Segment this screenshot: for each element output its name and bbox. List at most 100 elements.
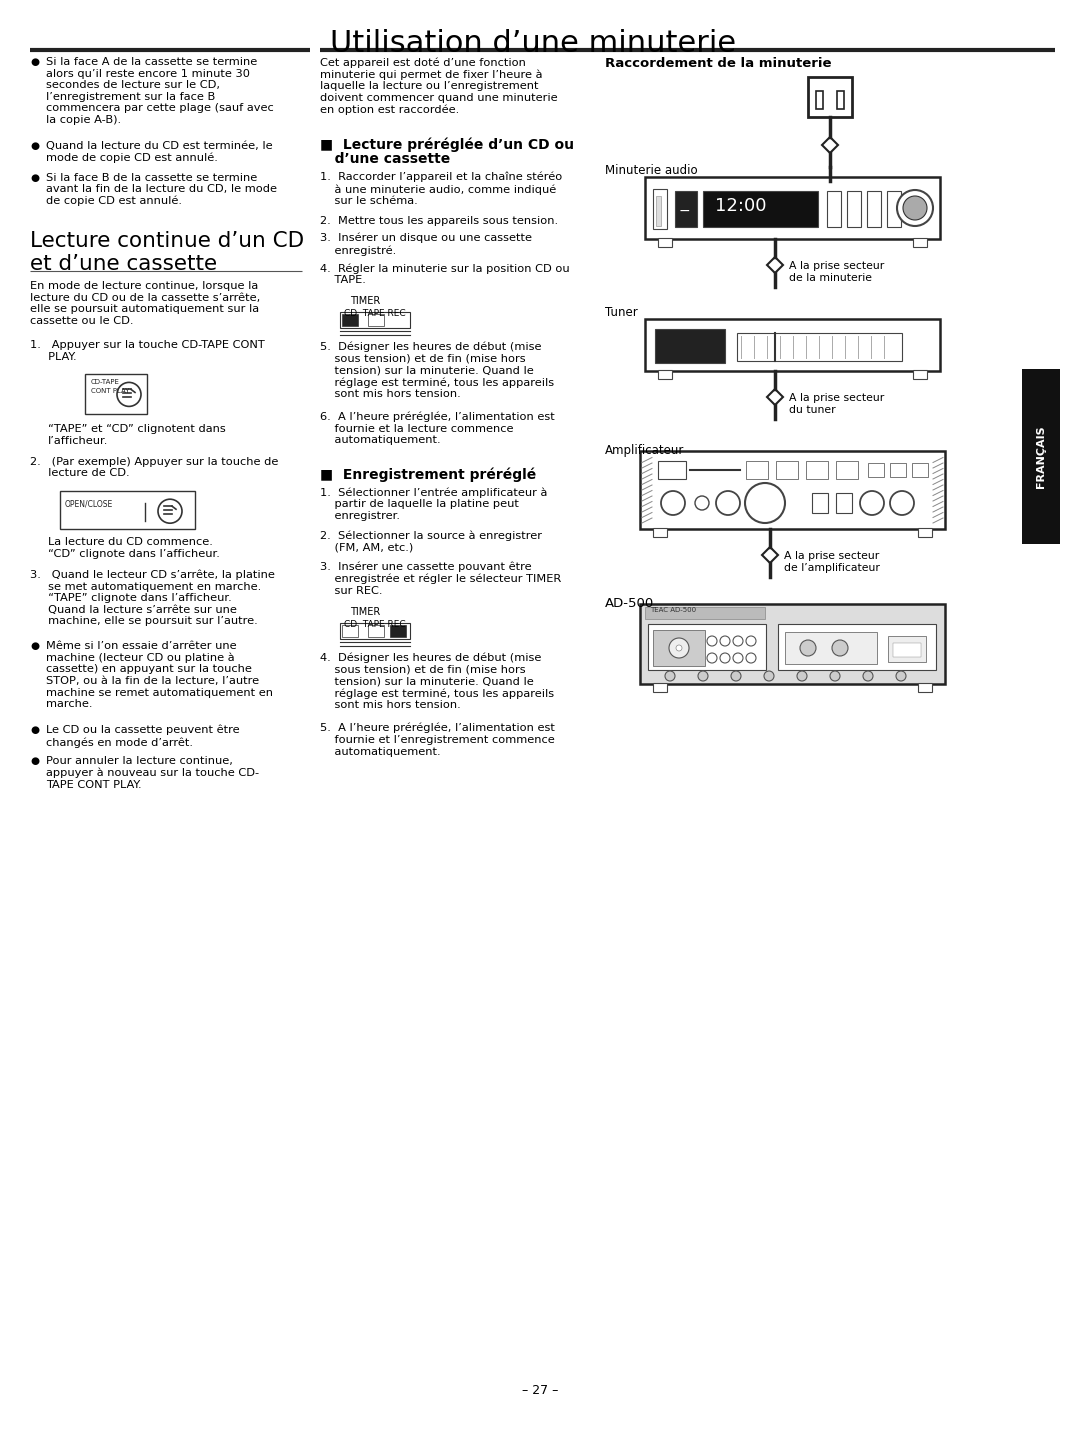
Text: TIMER: TIMER bbox=[350, 607, 380, 617]
Text: “TAPE” et “CD” clignotent dans
l’afficheur.: “TAPE” et “CD” clignotent dans l’affiche… bbox=[48, 425, 226, 446]
Text: Quand la lecture du CD est terminée, le
mode de copie CD est annulé.: Quand la lecture du CD est terminée, le … bbox=[46, 141, 272, 164]
Circle shape bbox=[707, 636, 717, 646]
Bar bbox=[340, 623, 410, 639]
Text: 1.   Appuyer sur la touche CD-TAPE CONT
     PLAY.: 1. Appuyer sur la touche CD-TAPE CONT PL… bbox=[30, 340, 265, 361]
Text: Lecture continue d’un CD
et d’une cassette: Lecture continue d’un CD et d’une casset… bbox=[30, 232, 305, 275]
Circle shape bbox=[707, 653, 717, 663]
Circle shape bbox=[903, 196, 927, 220]
Text: ●: ● bbox=[30, 141, 39, 151]
Text: Tuner: Tuner bbox=[605, 307, 638, 319]
Text: CONT PLAY: CONT PLAY bbox=[91, 389, 130, 394]
Bar bbox=[658, 370, 672, 378]
Bar bbox=[658, 460, 686, 479]
Bar bbox=[703, 191, 818, 227]
Circle shape bbox=[797, 671, 807, 681]
Text: Raccordement de la minuterie: Raccordement de la minuterie bbox=[605, 58, 832, 71]
Text: 2.  Mettre tous les appareils sous tension.: 2. Mettre tous les appareils sous tensio… bbox=[320, 216, 558, 226]
Bar bbox=[816, 91, 823, 109]
Bar bbox=[648, 625, 766, 671]
Text: 4.  Désigner les heures de début (mise
    sous tension) et de fin (mise hors
  : 4. Désigner les heures de début (mise so… bbox=[320, 653, 554, 711]
Bar bbox=[85, 374, 147, 414]
Bar bbox=[654, 330, 725, 363]
Circle shape bbox=[746, 653, 756, 663]
Text: Cet appareil est doté d’une fonction
minuterie qui permet de fixer l’heure à
laq: Cet appareil est doté d’une fonction min… bbox=[320, 58, 557, 115]
Bar bbox=[658, 237, 672, 248]
Text: ■  Enregistrement préréglé: ■ Enregistrement préréglé bbox=[320, 468, 537, 482]
Text: Si la face B de la cassette se termine
avant la fin de la lecture du CD, le mode: Si la face B de la cassette se termine a… bbox=[46, 173, 276, 206]
Text: Amplificateur: Amplificateur bbox=[605, 445, 685, 458]
Bar bbox=[342, 314, 357, 325]
Bar bbox=[645, 607, 765, 619]
Text: – 27 –: – 27 – bbox=[522, 1384, 558, 1397]
Text: 5.  A l’heure préréglée, l’alimentation est
    fournie et l’enregistrement comm: 5. A l’heure préréglée, l’alimentation e… bbox=[320, 722, 555, 757]
Circle shape bbox=[860, 491, 885, 515]
Circle shape bbox=[831, 671, 840, 681]
Bar bbox=[645, 177, 940, 239]
Text: CD  TAPE REC: CD TAPE REC bbox=[345, 308, 406, 318]
Text: d’une cassette: d’une cassette bbox=[320, 153, 450, 165]
Bar bbox=[368, 625, 384, 637]
Text: 1.  Raccorder l’appareil et la chaîne stéréo
    à une minuterie audio, comme in: 1. Raccorder l’appareil et la chaîne sté… bbox=[320, 173, 563, 206]
Bar bbox=[746, 460, 768, 479]
Bar bbox=[390, 625, 406, 637]
Circle shape bbox=[661, 491, 685, 515]
Bar bbox=[737, 332, 902, 361]
Bar bbox=[1022, 368, 1059, 544]
Circle shape bbox=[897, 190, 933, 226]
Bar bbox=[675, 191, 697, 227]
Text: 3.   Quand le lecteur CD s’arrête, la platine
     se met automatiquement en mar: 3. Quand le lecteur CD s’arrête, la plat… bbox=[30, 570, 275, 626]
Text: Utilisation d’une minuterie: Utilisation d’une minuterie bbox=[330, 29, 737, 58]
Bar bbox=[867, 191, 881, 227]
Bar bbox=[918, 528, 932, 537]
Bar bbox=[60, 491, 195, 530]
Bar bbox=[777, 460, 798, 479]
Text: 12:00: 12:00 bbox=[715, 197, 767, 214]
Text: 5.  Désigner les heures de début (mise
    sous tension) et de fin (mise hors
  : 5. Désigner les heures de début (mise so… bbox=[320, 341, 554, 399]
Circle shape bbox=[890, 491, 914, 515]
Circle shape bbox=[696, 496, 708, 509]
Bar bbox=[640, 450, 945, 530]
Bar bbox=[340, 312, 410, 328]
Bar bbox=[912, 463, 928, 476]
Circle shape bbox=[158, 499, 183, 524]
Circle shape bbox=[832, 640, 848, 656]
Text: OPEN/CLOSE: OPEN/CLOSE bbox=[65, 499, 113, 508]
Text: A la prise secteur
de la minuterie: A la prise secteur de la minuterie bbox=[789, 260, 885, 282]
Text: 3.  Insérer un disque ou une cassette
    enregistré.: 3. Insérer un disque ou une cassette enr… bbox=[320, 233, 532, 256]
Text: 4.  Régler la minuterie sur la position CD ou
    TAPE.: 4. Régler la minuterie sur la position C… bbox=[320, 263, 569, 285]
Text: ●: ● bbox=[30, 58, 39, 68]
Circle shape bbox=[716, 491, 740, 515]
Text: −: − bbox=[679, 204, 690, 217]
Bar bbox=[847, 191, 861, 227]
Bar bbox=[837, 91, 843, 109]
Bar bbox=[640, 604, 945, 684]
Circle shape bbox=[733, 653, 743, 663]
Bar bbox=[653, 189, 667, 229]
Circle shape bbox=[746, 636, 756, 646]
Circle shape bbox=[669, 637, 689, 658]
Bar bbox=[778, 625, 936, 671]
Circle shape bbox=[896, 671, 906, 681]
Bar bbox=[342, 625, 357, 637]
Bar bbox=[836, 494, 852, 512]
Text: CD  TAPE REC: CD TAPE REC bbox=[345, 620, 406, 629]
Circle shape bbox=[720, 653, 730, 663]
Bar bbox=[836, 460, 858, 479]
Bar bbox=[656, 196, 661, 226]
Text: AD-500: AD-500 bbox=[605, 597, 654, 610]
Text: Le CD ou la cassette peuvent être
changés en mode d’arrêt.: Le CD ou la cassette peuvent être changé… bbox=[46, 725, 240, 747]
Bar bbox=[645, 319, 940, 371]
Text: TIMER: TIMER bbox=[350, 295, 380, 305]
Circle shape bbox=[800, 640, 816, 656]
Text: CD-TAPE: CD-TAPE bbox=[91, 380, 120, 386]
Bar bbox=[913, 237, 927, 248]
Text: Même si l’on essaie d’arrêter une
machine (lecteur CD ou platine à
cassette) en : Même si l’on essaie d’arrêter une machin… bbox=[46, 640, 273, 709]
Bar bbox=[890, 463, 906, 476]
Bar bbox=[918, 684, 932, 692]
Bar bbox=[653, 528, 667, 537]
Circle shape bbox=[698, 671, 708, 681]
Bar bbox=[827, 191, 841, 227]
Polygon shape bbox=[767, 389, 783, 404]
Text: 2.  Sélectionner la source à enregistrer
    (FM, AM, etc.): 2. Sélectionner la source à enregistrer … bbox=[320, 531, 542, 553]
Text: ●: ● bbox=[30, 757, 39, 766]
